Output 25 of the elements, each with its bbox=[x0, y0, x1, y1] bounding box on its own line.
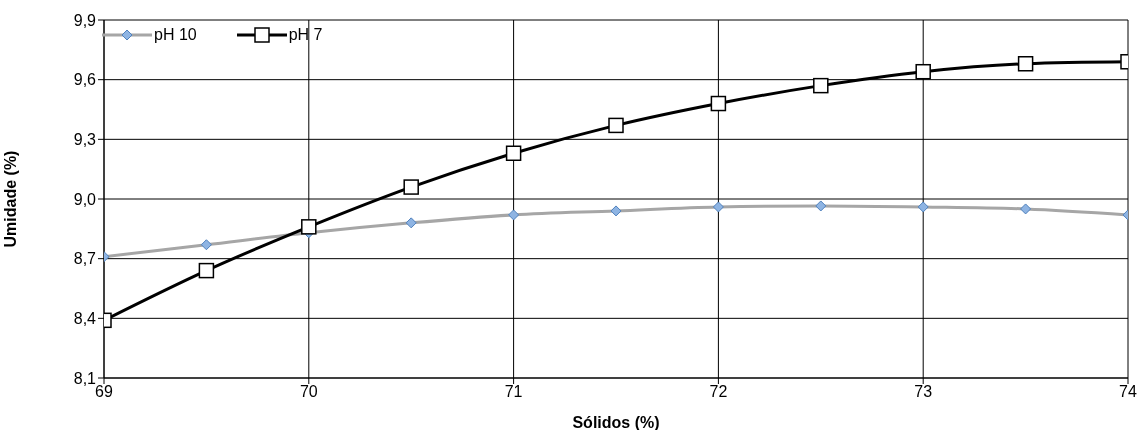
y-tick-label: 9,0 bbox=[73, 190, 97, 208]
point bbox=[505, 145, 522, 162]
point bbox=[301, 219, 317, 235]
point bbox=[915, 63, 931, 80]
point bbox=[710, 95, 727, 112]
y-axis-title: Umidade (%) bbox=[1, 150, 19, 248]
y-tick-label: 9,3 bbox=[73, 131, 97, 149]
legend-label: pH 7 bbox=[288, 26, 323, 44]
point bbox=[198, 262, 215, 279]
y-tick-label: 8,4 bbox=[73, 310, 97, 328]
point bbox=[813, 77, 829, 94]
point bbox=[608, 117, 624, 134]
point bbox=[403, 179, 419, 195]
legend-label: pH 10 bbox=[154, 26, 197, 44]
x-tick-label: 71 bbox=[504, 383, 523, 401]
y-tick-label: 9,9 bbox=[73, 11, 97, 29]
y-tick-label: 8,7 bbox=[73, 250, 97, 268]
x-tick-label: 73 bbox=[914, 383, 933, 401]
point bbox=[1017, 56, 1034, 72]
x-tick-label: 70 bbox=[299, 383, 318, 401]
x-tick-label: 74 bbox=[1119, 383, 1137, 401]
y-tick-label: 9,6 bbox=[73, 71, 97, 89]
x-tick-label: 69 bbox=[95, 383, 113, 401]
x-tick-label: 72 bbox=[709, 383, 728, 401]
y-tick-label: 8,1 bbox=[73, 369, 97, 387]
